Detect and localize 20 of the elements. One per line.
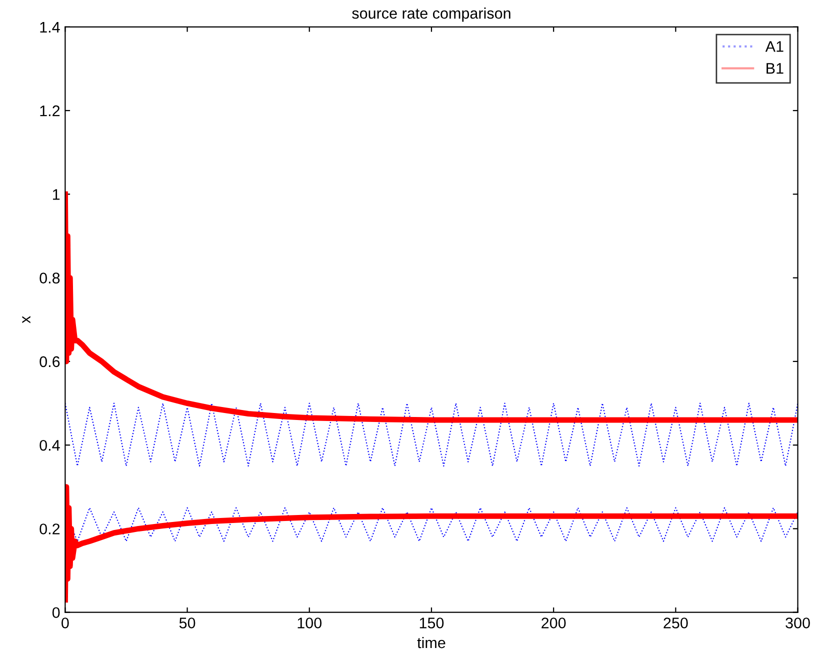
x-tick-label: 100	[298, 618, 322, 628]
x-tick-label: 250	[664, 618, 688, 628]
y-tick-label: 1	[52, 189, 60, 200]
y-tick-label: 1.2	[40, 105, 60, 116]
x-tick-label: 50	[179, 618, 196, 628]
y-axis-title: x	[22, 316, 30, 324]
x-axis-title: time	[417, 636, 446, 648]
legend-label: A1	[765, 41, 784, 52]
x-tick-label: 150	[420, 618, 444, 628]
chart-title: source rate comparison	[352, 8, 510, 22]
y-tick-label: 0.4	[40, 440, 60, 451]
x-tick-label: 0	[62, 618, 69, 628]
y-tick-label: 0.6	[40, 356, 60, 368]
y-tick-label: 1.4	[40, 22, 60, 32]
y-tick-label: 0	[52, 607, 60, 618]
x-tick-label: 300	[786, 618, 810, 628]
x-tick-label: 200	[542, 618, 566, 628]
y-tick-label: 0.2	[40, 524, 60, 534]
y-tick-label: 0.8	[40, 272, 60, 284]
legend-label: B1	[766, 63, 784, 74]
